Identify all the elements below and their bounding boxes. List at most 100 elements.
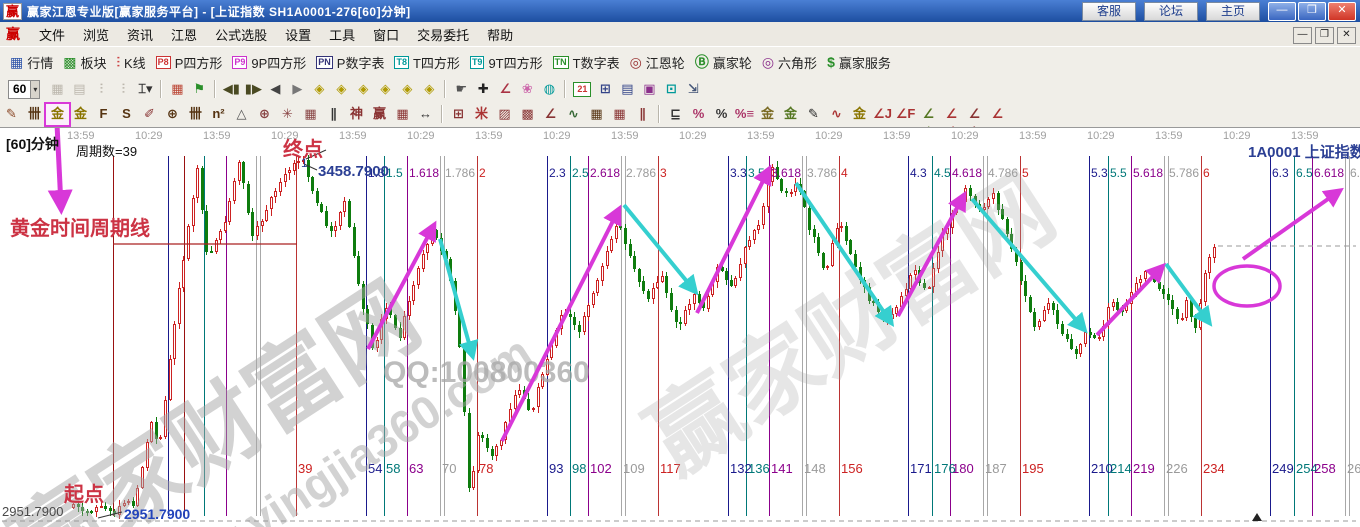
angle-line-icon[interactable]: ∠ — [544, 105, 557, 121]
wave-channel-icon[interactable]: ∿ — [831, 105, 842, 121]
triangle-icon[interactable]: △ — [236, 105, 247, 121]
menu-item-交易委托[interactable]: 交易委托 — [417, 27, 470, 43]
menu-item-公式选股[interactable]: 公式选股 — [215, 27, 268, 43]
menu-item-资讯[interactable]: 资讯 — [127, 27, 154, 43]
export-icon[interactable]: ⊡ — [665, 81, 677, 96]
percent1-icon[interactable]: % — [692, 105, 705, 121]
toolbar-item-T四方形[interactable]: T8 T四方形 — [394, 53, 460, 72]
angle-pen-icon[interactable]: ✐ — [144, 105, 155, 121]
toolbar-item-六角形[interactable]: ◎ 六角形 — [762, 53, 817, 72]
prev-bar-icon[interactable]: ◀ — [270, 81, 281, 96]
measure-icon[interactable]: ∠ — [499, 81, 512, 96]
grid-lines-icon[interactable]: 卌 — [188, 105, 202, 121]
scale-tool-icon[interactable]: ⊑ — [670, 105, 681, 121]
child-minimize-button[interactable]: — — [1293, 26, 1312, 44]
list-disabled-icon[interactable]: ▤ — [73, 81, 86, 96]
wave-icon[interactable]: ∿ — [568, 105, 579, 121]
gold-underline-icon[interactable]: 金 — [852, 105, 866, 121]
percent-lines-icon[interactable]: %≡ — [734, 105, 755, 121]
menu-item-工具[interactable]: 工具 — [329, 27, 356, 43]
close-button[interactable]: ✕ — [1328, 2, 1356, 21]
price-box-icon[interactable]: ⊞ — [453, 105, 464, 121]
angle-gold-icon[interactable]: ∠金 — [922, 105, 935, 141]
toolbar-item-行情[interactable]: ▦ 行情 — [10, 53, 53, 72]
diamond-full-icon[interactable]: ◈ — [424, 81, 435, 96]
time-grid-icon[interactable]: 卌 — [27, 105, 41, 121]
angle-f-icon[interactable]: ∠F — [895, 105, 916, 121]
toolbar-item-P四方形[interactable]: P8 P四方形 — [155, 53, 222, 72]
parallel-lines-icon[interactable]: ∥ — [639, 105, 646, 121]
square-grid-icon[interactable]: ▦ — [304, 105, 317, 121]
shaded-box1-icon[interactable]: ▨ — [498, 105, 511, 121]
calculator-icon[interactable]: ⊞ — [599, 81, 611, 96]
menu-item-浏览[interactable]: 浏览 — [83, 27, 110, 43]
child-restore-button[interactable]: ❐ — [1315, 26, 1334, 44]
mini9-disabled-icon[interactable]: ⫶ — [121, 81, 125, 96]
diamond-in-icon[interactable]: ◈ — [358, 81, 369, 96]
minimize-button[interactable]: — — [1268, 2, 1296, 21]
menu-item-帮助[interactable]: 帮助 — [487, 27, 514, 43]
circle-cross-icon[interactable]: ⊕ — [167, 105, 178, 121]
titlebar-button-客服[interactable]: 客服 — [1082, 2, 1136, 21]
diamond-expand-icon[interactable]: ◈ — [402, 81, 413, 96]
grid-b-icon[interactable]: ▦ — [613, 105, 626, 121]
gold-circle-icon[interactable]: 金 — [760, 105, 774, 121]
toolbar-item-T数字表[interactable]: TN T数字表 — [552, 53, 620, 72]
angle-speed-icon[interactable]: ∠速 — [945, 105, 958, 141]
chevron-down-icon[interactable]: ▾ — [30, 80, 40, 98]
child-close-button[interactable]: ✕ — [1337, 26, 1356, 44]
mini3-disabled-icon[interactable]: ⫶ — [99, 81, 103, 96]
diamond-left-icon[interactable]: ◈ — [314, 81, 325, 96]
notes-icon[interactable]: ▤ — [621, 81, 634, 96]
gann-circle-icon[interactable]: ⊕ — [259, 105, 270, 121]
single-candle-icon[interactable]: ⌶▾ — [138, 81, 153, 96]
gold-price-cycle-icon[interactable]: 金 — [73, 105, 87, 121]
magic-grid-icon[interactable]: 神 — [349, 105, 363, 121]
shaded-box2-icon[interactable]: ▩ — [521, 105, 534, 121]
restore-button[interactable]: ❐ — [1298, 2, 1326, 21]
flags-icon[interactable]: ⚑ — [193, 81, 206, 96]
brush-icon[interactable]: ✎ — [808, 105, 819, 121]
menu-item-江恩[interactable]: 江恩 — [171, 27, 198, 43]
titlebar-button-论坛[interactable]: 论坛 — [1144, 2, 1198, 21]
toolbar-item-板块[interactable]: ▩ 板块 — [63, 53, 106, 72]
save-icon[interactable]: ▣ — [643, 81, 656, 96]
period-dropdown[interactable]: 60 ▾ — [8, 79, 41, 99]
angle-four-icon[interactable]: ∠四 — [991, 105, 1004, 141]
calendar-icon[interactable]: 21 — [573, 81, 592, 97]
blocks-disabled-icon[interactable]: ▦ — [51, 81, 64, 96]
fibonacci-icon[interactable]: F — [99, 105, 108, 121]
winner-grid-icon[interactable]: 赢 — [372, 105, 386, 121]
chart-canvas[interactable]: 13:59 10:29 13:59 10:29 13:59 10:29 13:59 10:29… — [0, 127, 1360, 527]
titlebar-button-主页[interactable]: 主页 — [1206, 2, 1260, 21]
diamond-out-icon[interactable]: ◈ — [380, 81, 391, 96]
toolbar-item-K线[interactable]: ⫶ K线 — [117, 53, 146, 72]
pink-tool-icon[interactable]: ❀ — [521, 81, 533, 96]
toolbar-item-9T四方形[interactable]: T9 9T四方形 — [469, 53, 543, 72]
toolbar-item-江恩轮[interactable]: ◎ 江恩轮 — [630, 53, 685, 72]
square-numbers-icon[interactable]: n² — [212, 105, 225, 121]
pattern-icon[interactable]: ▦ — [171, 81, 184, 96]
first-bar-icon[interactable]: ◀▮ — [222, 81, 240, 96]
toolbar-item-赢家服务[interactable]: $ 赢家服务 — [827, 53, 891, 72]
percent2-icon[interactable]: % — [715, 105, 728, 121]
angle-winner-icon[interactable]: ∠赢 — [968, 105, 981, 141]
menu-item-设置[interactable]: 设置 — [285, 27, 312, 43]
angle-j-icon[interactable]: ∠J — [873, 105, 892, 121]
crosshair-icon[interactable]: ✚ — [477, 81, 489, 96]
gold-time-cycle-icon[interactable]: 金 — [44, 101, 71, 127]
grid-a-icon[interactable]: ▦ — [590, 105, 603, 121]
gann-star-icon[interactable]: ✳ — [282, 105, 293, 121]
puzzle-icon[interactable]: ◍ — [543, 81, 556, 96]
toolbar-item-赢家轮[interactable]: Ⓑ 赢家轮 — [695, 52, 752, 72]
trade-icon[interactable]: ⇲ — [687, 81, 699, 96]
menu-item-窗口[interactable]: 窗口 — [373, 27, 400, 43]
h-span-icon[interactable]: ↔ — [419, 105, 432, 121]
fan-lines-icon[interactable]: 米 — [474, 105, 488, 121]
spiral-icon[interactable]: S — [122, 105, 131, 121]
diamond-right-icon[interactable]: ◈ — [336, 81, 347, 96]
toolbar-item-9P四方形[interactable]: P9 9P四方形 — [232, 53, 306, 72]
menu-item-文件[interactable]: 文件 — [39, 27, 66, 43]
pen-tool-icon[interactable]: ✎ — [6, 105, 17, 121]
last-bar-icon[interactable]: ▮▶ — [244, 81, 262, 96]
